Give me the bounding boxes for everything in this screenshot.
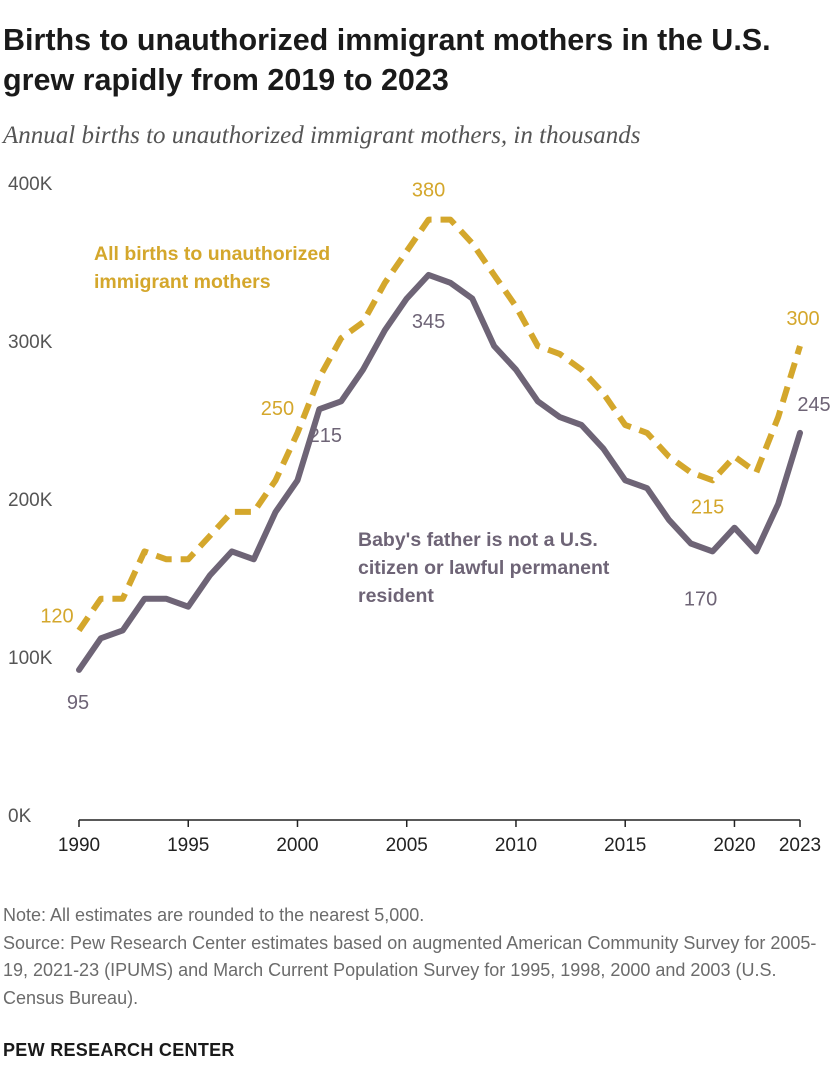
- series-label: citizen or lawful permanent: [358, 557, 610, 579]
- x-tick-label: 2010: [495, 835, 537, 856]
- data-label: 345: [412, 311, 445, 333]
- series-label: resident: [358, 585, 434, 607]
- chart-subtitle: Annual births to unauthorized immigrant …: [3, 122, 641, 149]
- x-tick-label: 2015: [604, 835, 646, 856]
- x-tick-label: 1990: [58, 835, 100, 856]
- data-label: 300: [786, 308, 819, 330]
- x-tick-label: 2020: [713, 835, 755, 856]
- series-line: [76, 271, 803, 673]
- y-axis-ticks: 0K 100K 200K 300K 400K: [8, 174, 53, 827]
- series-line: [76, 216, 803, 633]
- data-label: 250: [261, 398, 294, 420]
- series-labels: All births to unauthorized immigrant moth…: [94, 243, 610, 607]
- line-chart: 0K 100K 200K 300K 400K 1990 1995 2000 2005 2010 2…: [8, 174, 831, 856]
- x-tick-label: 2023: [779, 835, 821, 856]
- series-label: Baby's father is not a U.S.: [358, 529, 598, 551]
- data-label: 380: [412, 180, 445, 202]
- data-label: 215: [309, 425, 342, 447]
- y-tick-label: 400K: [8, 174, 53, 195]
- note-text: Note: All estimates are rounded to the n…: [3, 905, 425, 925]
- source-text: Source: Pew Research Center estimates ba…: [3, 932, 817, 1008]
- y-tick-label: 100K: [8, 648, 53, 669]
- x-tick-label: 2000: [276, 835, 318, 856]
- x-tick-label: 1995: [167, 835, 209, 856]
- chart-notes: Note: All estimates are rounded to the n…: [3, 902, 837, 1012]
- data-label: 120: [40, 605, 73, 627]
- data-label: 95: [67, 692, 89, 714]
- x-tick-label: 2005: [386, 835, 428, 856]
- data-label: 170: [684, 588, 717, 610]
- y-tick-label: 200K: [8, 490, 53, 511]
- brand-logo-text: PEW RESEARCH CENTER: [3, 1040, 235, 1060]
- series-lines: [76, 216, 803, 673]
- series-label: All births to unauthorized: [94, 243, 330, 265]
- chart-title: Births to unauthorized immigrant mothers…: [3, 23, 771, 97]
- y-tick-label: 300K: [8, 332, 53, 353]
- data-label: 215: [691, 496, 724, 518]
- series-label: immigrant mothers: [94, 271, 271, 293]
- x-axis-ticks: 1990 1995 2000 2005 2010 2015 2020 2023: [58, 820, 821, 856]
- y-tick-label: 0K: [8, 806, 32, 827]
- data-labels: 120 250 380 215 300 95 215 345 170 245: [40, 180, 830, 714]
- data-label: 245: [797, 394, 830, 416]
